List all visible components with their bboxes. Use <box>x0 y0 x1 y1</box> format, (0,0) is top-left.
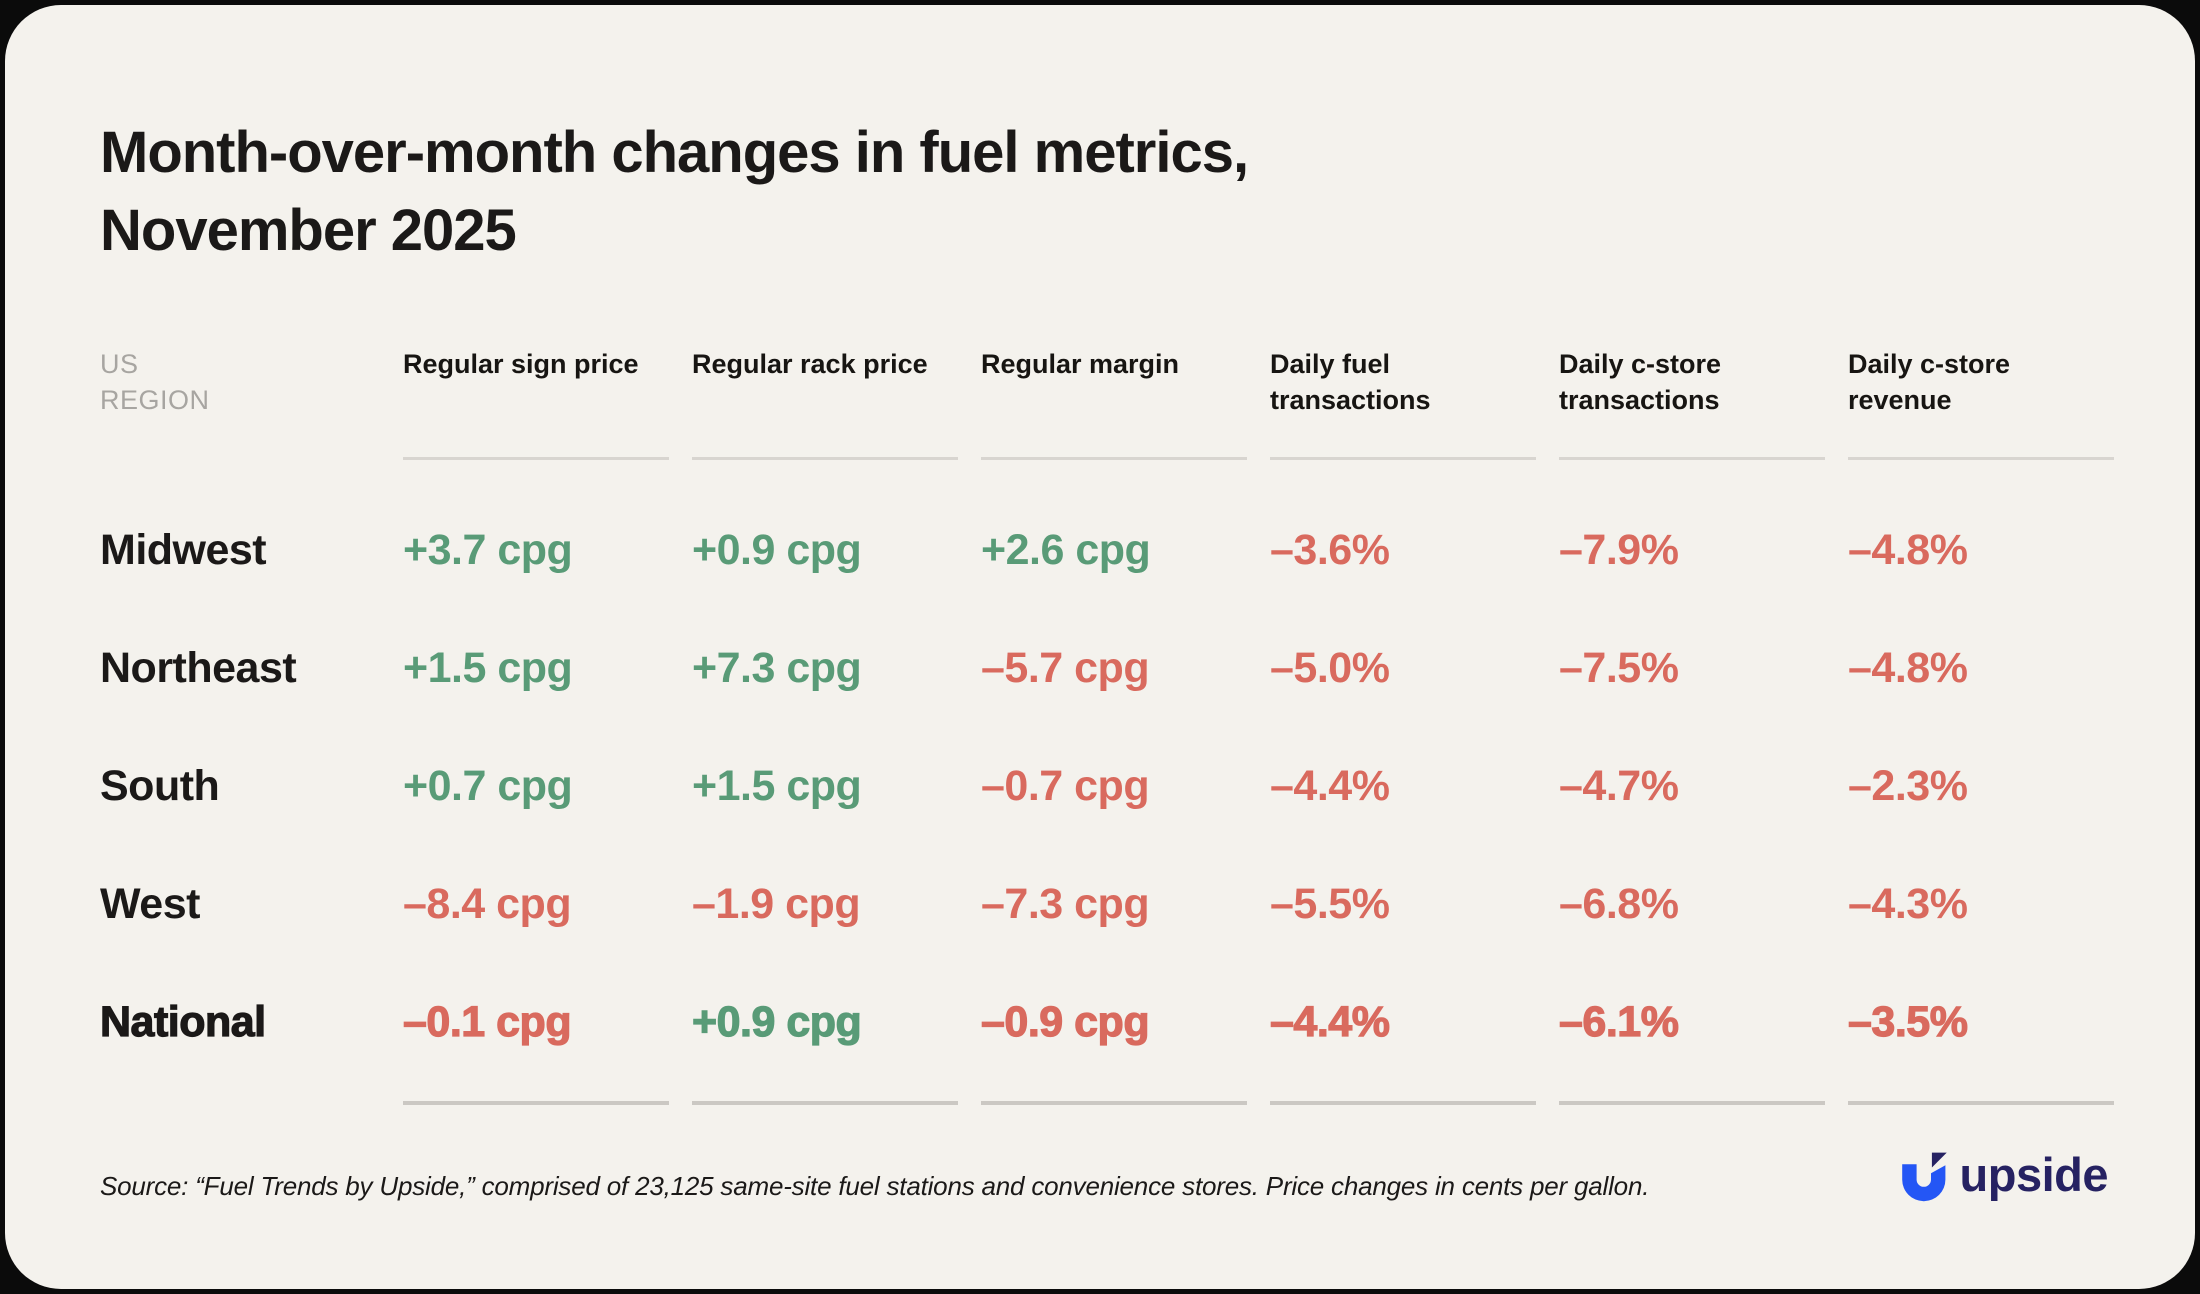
column-header-label: Daily c-store transactions <box>1559 349 1722 415</box>
region-label: South <box>100 761 220 810</box>
column-header-regular-margin: Regular margin <box>981 343 1270 460</box>
metric-value: –4.8% <box>1848 643 1968 692</box>
column-header-label: Regular sign price <box>403 349 639 379</box>
metric-value: –8.4 cpg <box>403 879 572 928</box>
footer-divider <box>403 1101 669 1105</box>
source-note: Source: “Fuel Trends by Upside,” compris… <box>100 1171 1650 1201</box>
metric-value: –4.4% <box>1269 997 1390 1046</box>
metric-value: –5.5% <box>1270 879 1390 928</box>
metric-value: –4.4% <box>1270 761 1390 810</box>
metric-value: –4.3% <box>1848 879 1968 928</box>
metric-value: –4.7% <box>1559 761 1679 810</box>
column-header-us-region: US REGION <box>100 349 210 415</box>
metric-value: –5.7 cpg <box>981 643 1150 692</box>
metric-value: –0.7 cpg <box>981 761 1150 810</box>
footer-divider-cell <box>1559 1081 1848 1105</box>
header-divider <box>403 457 669 460</box>
metric-value: –3.6% <box>1270 525 1390 574</box>
header-divider <box>1848 457 2114 460</box>
metric-value: –6.8% <box>1559 879 1679 928</box>
metric-value: –5.0% <box>1270 643 1390 692</box>
region-label: Midwest <box>100 525 267 574</box>
header-body-spacer <box>100 460 2137 491</box>
metric-value: +0.7 cpg <box>403 761 573 810</box>
metric-value: +0.9 cpg <box>691 997 862 1046</box>
metric-value: +1.5 cpg <box>692 761 862 810</box>
footer-divider-cell <box>692 1081 981 1105</box>
column-header-daily-cstore-transactions: Daily c-store transactions <box>1559 343 1848 460</box>
metric-value: –7.9% <box>1559 525 1679 574</box>
metric-value: +7.3 cpg <box>692 643 862 692</box>
page-title: Month-over-month changes in fuel metrics… <box>100 114 1249 269</box>
footer-divider-cell <box>1848 1081 2137 1105</box>
metric-value: –4.8% <box>1848 525 1968 574</box>
column-header-label: Daily fuel transactions <box>1270 349 1431 415</box>
metric-value: –2.3% <box>1848 761 1968 810</box>
infographic-card: Month-over-month changes in fuel metrics… <box>5 5 2195 1289</box>
region-label: Northeast <box>100 643 297 692</box>
footer-divider <box>1848 1101 2114 1105</box>
column-header-daily-fuel-transactions: Daily fuel transactions <box>1270 343 1559 460</box>
footer-divider <box>1559 1101 1825 1105</box>
page-title-line2: November 2025 <box>100 197 517 263</box>
footer-divider <box>692 1101 958 1105</box>
metric-value: –0.1 cpg <box>402 997 572 1046</box>
metric-value: –7.5% <box>1559 643 1679 692</box>
header-divider <box>981 457 1247 460</box>
metric-value: –3.5% <box>1847 997 1968 1046</box>
upside-logo: upside <box>1895 1147 2109 1203</box>
footer-divider-cell <box>403 1081 692 1105</box>
column-header-label: Regular margin <box>981 349 1180 379</box>
header-divider <box>1559 457 1825 460</box>
page-title-line1: Month-over-month changes in fuel metrics… <box>100 119 1249 185</box>
metric-value: –6.1% <box>1558 997 1679 1046</box>
column-header-daily-cstore-revenue: Daily c-store revenue <box>1848 343 2137 460</box>
footer-divider <box>1270 1101 1536 1105</box>
metric-value: +2.6 cpg <box>981 525 1151 574</box>
metric-value: –0.9 cpg <box>980 997 1150 1046</box>
footer-divider-spacer <box>100 1081 403 1105</box>
header-divider <box>692 457 958 460</box>
region-label: National <box>99 997 266 1046</box>
metric-value: +3.7 cpg <box>403 525 573 574</box>
footer-divider-cell <box>981 1081 1270 1105</box>
metric-value: +1.5 cpg <box>403 643 573 692</box>
footer-divider-cell <box>1270 1081 1559 1105</box>
column-header-regular-rack-price: Regular rack price <box>692 343 981 460</box>
column-header-regular-sign-price: Regular sign price <box>403 343 692 460</box>
header-divider <box>1270 457 1536 460</box>
upside-u-mark-icon <box>1901 1152 1947 1202</box>
column-header-label: Daily c-store revenue <box>1848 349 2011 415</box>
metric-value: +0.9 cpg <box>692 525 862 574</box>
metric-value: –1.9 cpg <box>692 879 861 928</box>
footer-divider <box>981 1101 1247 1105</box>
column-header-label: Regular rack price <box>692 349 928 379</box>
metrics-table: US REGION Regular sign price Regular rac… <box>99 343 2137 1105</box>
metric-value: –7.3 cpg <box>981 879 1150 928</box>
region-label: West <box>100 879 200 928</box>
upside-wordmark: upside <box>1959 1147 2109 1201</box>
